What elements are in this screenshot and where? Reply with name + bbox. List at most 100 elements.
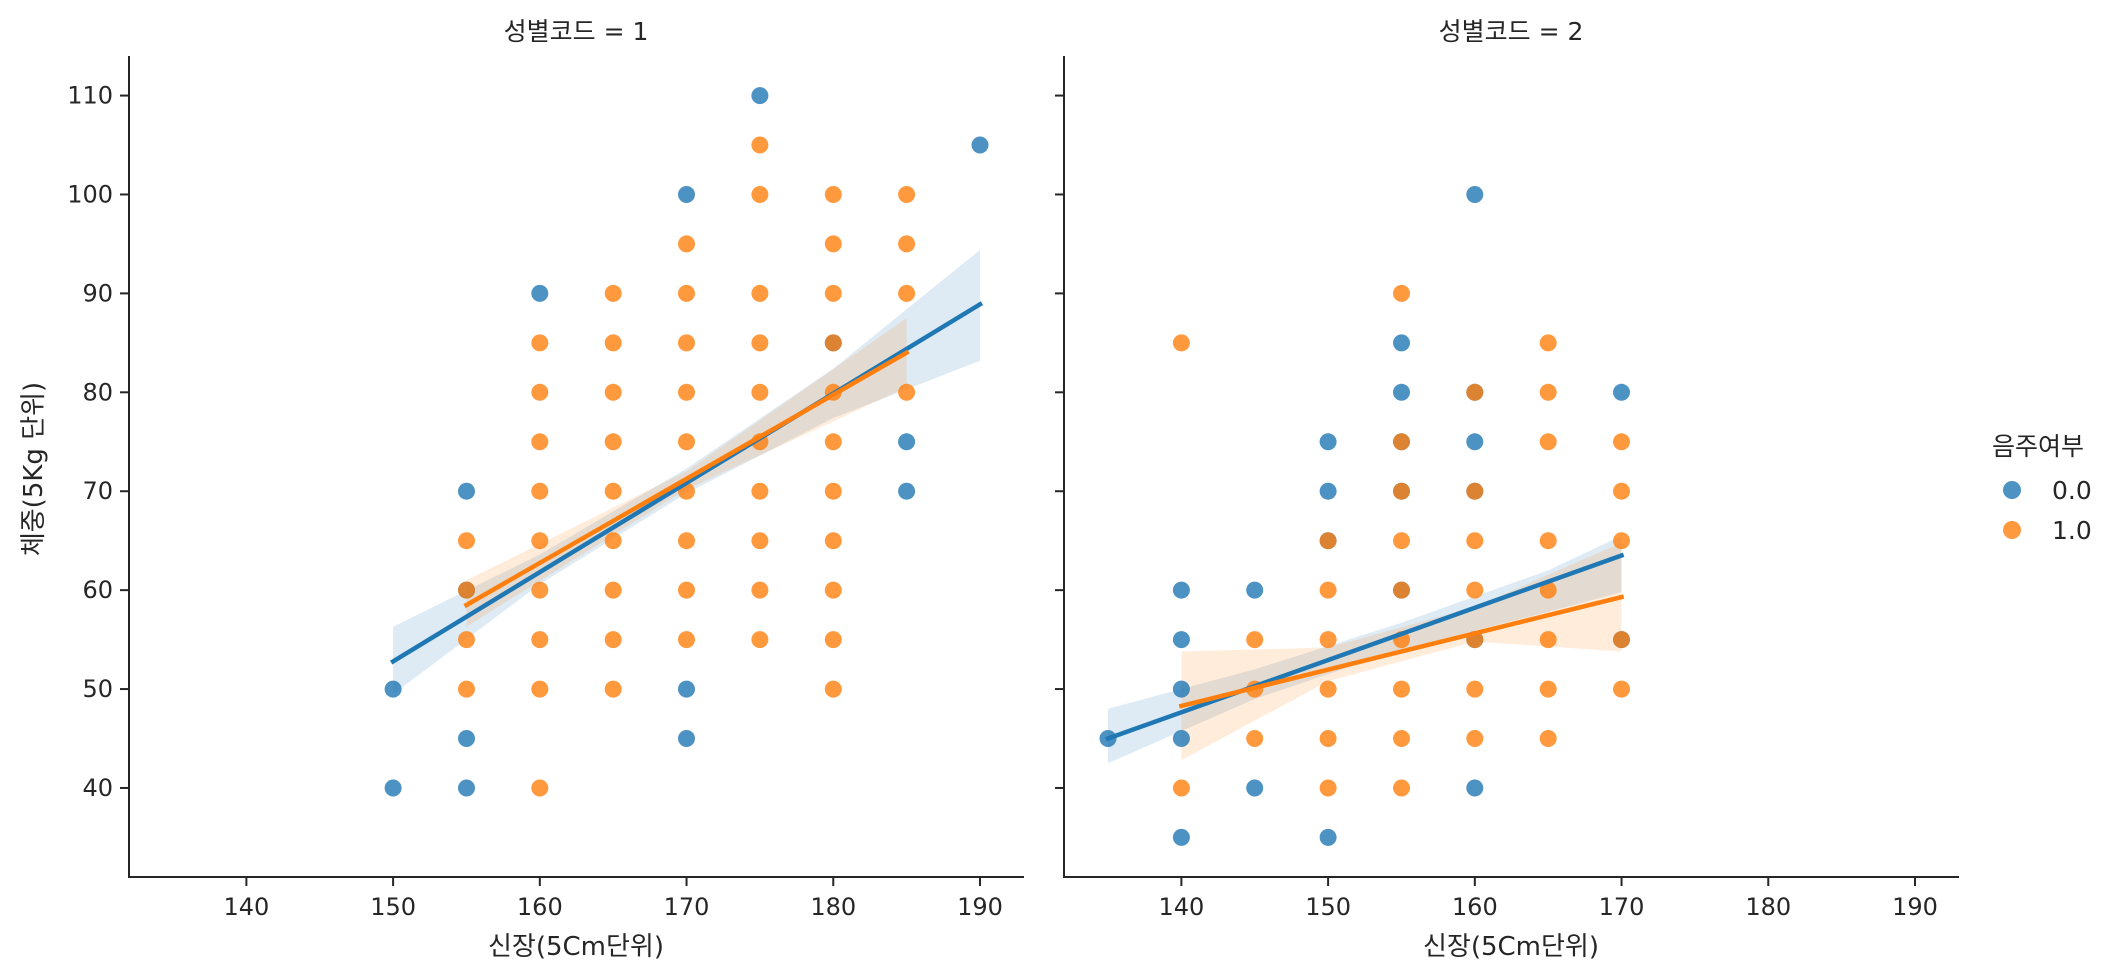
- panel-2-point-s1-8: [1319, 631, 1337, 649]
- panel-1-point-s1-52: [898, 383, 916, 401]
- panel-1-point-s1-26: [678, 433, 695, 451]
- panel-1-x-tick-label-0: 140: [223, 893, 269, 921]
- y-axis-title: 체중(5Kg 단위): [19, 382, 49, 556]
- panel-1-point-s1-54: [898, 235, 916, 253]
- panel-2-point-s1-20: [1466, 730, 1484, 747]
- panel-1-point-s1-46: [824, 433, 842, 451]
- panel-1-point-s1-11: [531, 383, 549, 401]
- panel-1-y-tick-label-2: 60: [82, 576, 113, 604]
- panel-2-fit-line-0: [1105, 552, 1625, 742]
- panel-2-point-s0-20: [1466, 433, 1484, 451]
- panel-2-point-s1-16: [1393, 532, 1410, 550]
- panel-1-bands: [393, 249, 981, 694]
- panel-2-x-tick-label-1: 150: [1305, 893, 1351, 921]
- panel-2-point-s1-37: [1613, 532, 1630, 550]
- panel-1: 140 150 160 170 180 190 40 50 60 70 80 90 100 110 성별코…: [67, 17, 1024, 962]
- panel-1-x-axis-title: 신장(5Cm단위): [488, 932, 664, 962]
- panel-2-ticks: 140 150 160 170 180 190: [1055, 94, 1938, 921]
- legend-label-0: 0.0: [2052, 476, 2092, 505]
- panel-2-point-s1-29: [1539, 631, 1557, 649]
- panel-1-point-s1-19: [604, 383, 622, 401]
- panel-2-point-s1-25: [1466, 482, 1484, 500]
- legend-label-1: 1.0: [2052, 516, 2092, 545]
- panel-2-point-s0-2: [1172, 730, 1190, 747]
- panel-1-point-s1-21: [604, 284, 622, 302]
- panel-1-point-s0-3: [458, 730, 475, 747]
- panel-1-fit-line-1: [463, 349, 910, 609]
- panel-1-point-s1-22: [678, 631, 695, 649]
- panel-2-x-tick-label-3: 170: [1599, 893, 1645, 921]
- panel-1-x-tick-label-1: 150: [370, 893, 416, 921]
- panel-1-x-tick-label-3: 170: [664, 893, 710, 921]
- panel-1-point-s1-14: [604, 631, 622, 649]
- panel-1-point-s0-1: [384, 680, 402, 698]
- panel-2-point-s1-24: [1466, 532, 1484, 550]
- panel-1-point-s1-0: [458, 680, 475, 698]
- panel-1-point-s1-15: [604, 581, 622, 599]
- legend-marker-0: [2003, 481, 2021, 499]
- panel-1-point-s1-42: [824, 631, 842, 649]
- panel-1-point-s1-33: [751, 532, 769, 550]
- panel-1-point-s1-13: [604, 680, 622, 698]
- panel-1-point-s1-27: [678, 383, 695, 401]
- panel-1-point-s1-6: [531, 631, 549, 649]
- panel-2-point-s0-10: [1319, 482, 1337, 500]
- panel-2-point-s1-39: [1613, 433, 1630, 451]
- panel-1-point-s1-50: [824, 235, 842, 253]
- panel-2-point-s1-21: [1466, 680, 1484, 698]
- panel-1-point-s0-12: [898, 482, 916, 500]
- panel-1-axes: [128, 56, 1024, 878]
- panel-1-point-s1-30: [678, 235, 695, 253]
- panel-1-point-s1-43: [824, 581, 842, 599]
- panel-2-x-axis-title: 신장(5Cm단위): [1423, 932, 1599, 962]
- panel-1-point-s1-48: [824, 334, 842, 352]
- panel-2-point-s0-7: [1246, 581, 1264, 599]
- panel-1-point-s1-53: [898, 284, 916, 302]
- panel-1-point-s1-7: [531, 581, 549, 599]
- panel-2-point-s1-26: [1466, 383, 1484, 401]
- panel-2-point-s1-13: [1393, 680, 1410, 698]
- panel-1-y-tick-label-3: 70: [82, 477, 113, 505]
- panel-2-point-s1-28: [1539, 680, 1557, 698]
- panel-2-point-s1-0: [1172, 779, 1190, 797]
- panel-1-point-s1-55: [898, 186, 916, 203]
- panel-2-point-s1-5: [1319, 779, 1337, 797]
- panel-2-fit-line-1: [1178, 594, 1625, 709]
- panel-1-point-s1-45: [824, 482, 842, 500]
- panel-2-point-s1-15: [1393, 581, 1410, 599]
- panel-1-point-s1-38: [751, 284, 769, 302]
- panel-1-point-s1-4: [531, 779, 549, 797]
- panel-2-point-s0-24: [1613, 383, 1630, 401]
- panel-1-point-s0-7: [678, 730, 695, 747]
- panel-1-ci-band-1: [466, 318, 907, 627]
- panel-1-point-s1-29: [678, 284, 695, 302]
- panel-2-x-tick-label-4: 180: [1745, 893, 1791, 921]
- panel-2: 140 150 160 170 180 190 성별코드 = 2 신장(5Cm단위): [1055, 17, 1959, 962]
- panel-1-y-tick-label-4: 80: [82, 378, 113, 406]
- panel-1-title: 성별코드 = 1: [504, 17, 649, 46]
- panel-2-bands: [1108, 535, 1622, 764]
- panel-1-point-s1-5: [531, 680, 549, 698]
- panel-2-point-s0-11: [1319, 433, 1337, 451]
- panel-1-y-tick-label-1: 50: [82, 675, 113, 703]
- panel-1-point-s1-3: [458, 532, 475, 550]
- panel-2-point-s0-8: [1319, 828, 1337, 846]
- panel-1-point-s1-41: [824, 680, 842, 698]
- panel-1-point-s0-5: [458, 482, 475, 500]
- panel-2-point-s1-1: [1172, 334, 1190, 352]
- panel-2-point-s1-38: [1613, 482, 1630, 500]
- panel-1-y-tick-label-7: 110: [67, 82, 113, 110]
- panel-1-point-s1-31: [751, 631, 769, 649]
- panel-2-point-s1-7: [1319, 680, 1337, 698]
- panel-1-point-s1-44: [824, 532, 842, 550]
- panel-2-point-s1-27: [1539, 730, 1557, 747]
- panel-1-point-s1-51: [824, 186, 842, 203]
- panel-2-point-s1-35: [1613, 680, 1630, 698]
- panel-2-x-tick-label-0: 140: [1158, 893, 1204, 921]
- panel-2-x-tick-label-2: 160: [1452, 893, 1498, 921]
- panel-2-point-s1-31: [1539, 532, 1557, 550]
- panel-1-point-s1-1: [458, 631, 475, 649]
- panel-1-point-s0-0: [384, 779, 402, 797]
- panel-2-point-s0-4: [1172, 631, 1190, 649]
